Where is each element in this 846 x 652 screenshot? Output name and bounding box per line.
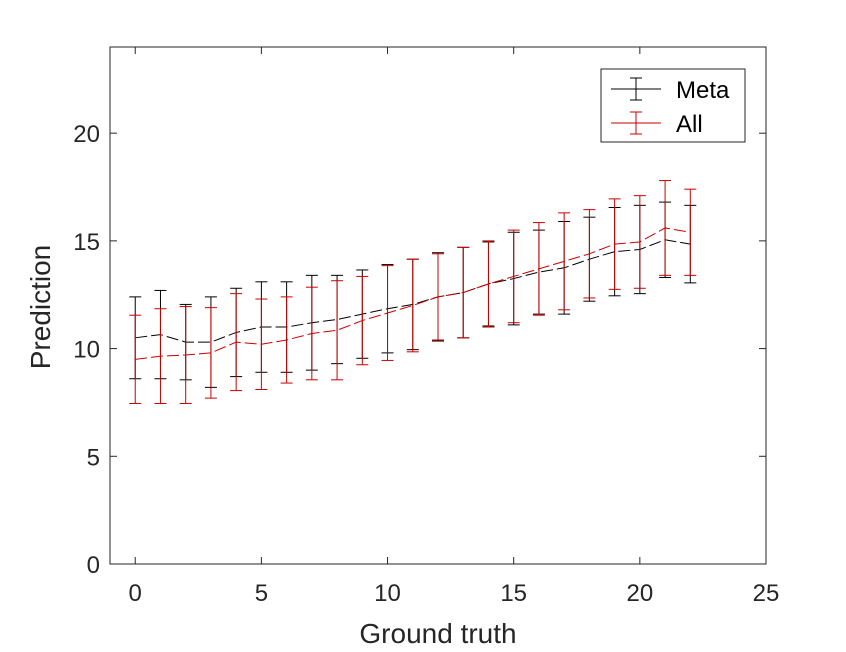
- y-tick-label: 10: [73, 337, 100, 364]
- legend-box: [600, 68, 746, 143]
- x-axis-label: Ground truth: [359, 618, 516, 649]
- x-tick-label: 10: [374, 580, 401, 607]
- series-all: [129, 180, 697, 405]
- axes: 0 5 10 15 20 25 0 5 10 15 20: [73, 46, 780, 607]
- plot-area: [129, 180, 697, 405]
- x-tick-label: 0: [129, 580, 142, 607]
- x-tick-label: 5: [255, 580, 268, 607]
- x-tick-label: 15: [500, 580, 527, 607]
- y-tick-label: 20: [73, 121, 100, 148]
- y-tick-label: 15: [73, 229, 100, 256]
- legend-label-all: All: [676, 111, 703, 138]
- legend: Meta All: [600, 68, 746, 143]
- axes-box: [109, 46, 767, 565]
- x-tick-label: 20: [626, 580, 653, 607]
- legend-label-meta: Meta: [676, 77, 730, 104]
- y-tick-label: 0: [87, 552, 100, 579]
- x-tick-label: 25: [753, 580, 780, 607]
- y-axis-label: Prediction: [25, 245, 56, 370]
- y-tick-label: 5: [87, 444, 100, 471]
